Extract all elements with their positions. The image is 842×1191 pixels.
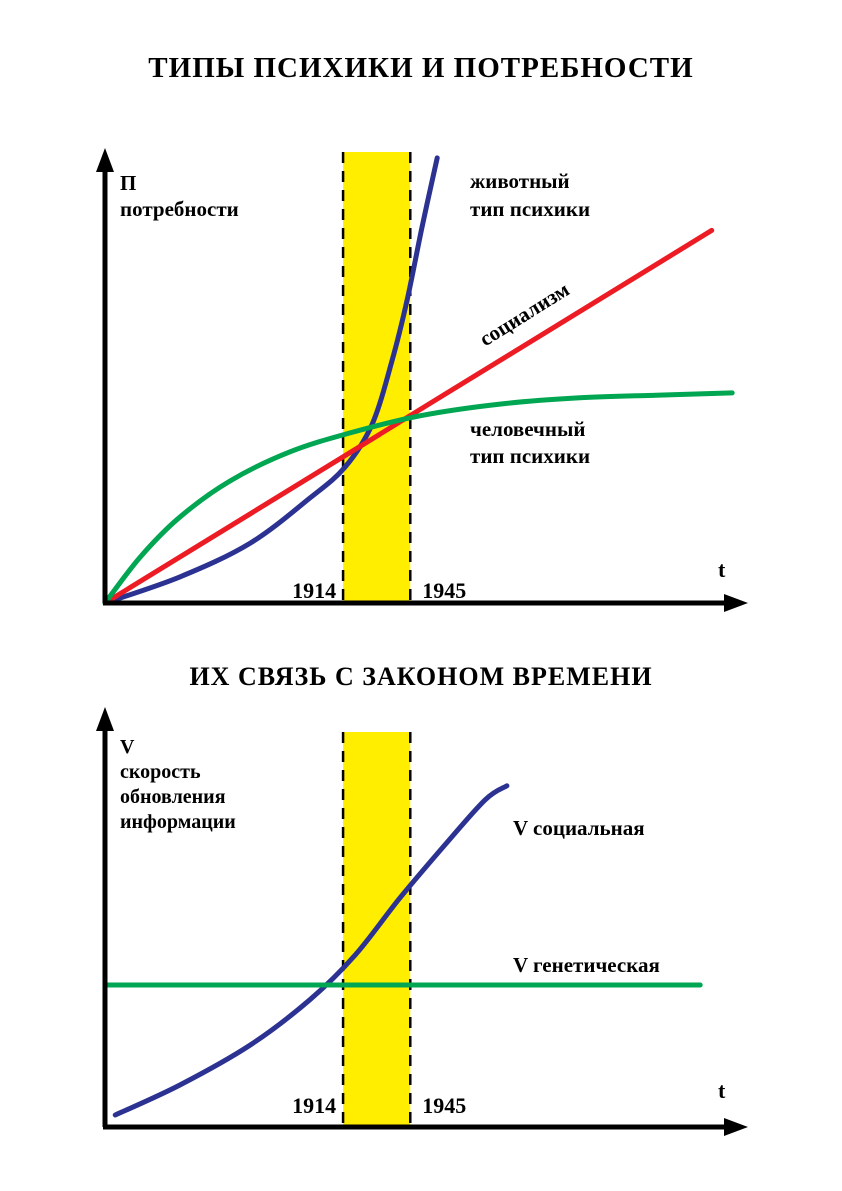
- chart1-canvas: животный тип психики социализм человечный ти…: [96, 148, 748, 612]
- y-axis-arrow-icon: [96, 148, 114, 172]
- chart1-title: ТИПЫ ПСИХИКИ И ПОТРЕБНОСТИ: [148, 52, 694, 84]
- series-line-2: [102, 390, 735, 606]
- series-label-2: человечный тип психики: [470, 417, 590, 468]
- y-axis-arrow-icon: [96, 707, 114, 731]
- x-axis-arrow-icon: [724, 1118, 748, 1136]
- x-axis-arrow-icon: [724, 594, 748, 612]
- x-tick-label-0: 1914: [292, 1093, 336, 1118]
- series-label-1: социализм: [475, 277, 573, 351]
- x-tick-label-0: 1914: [292, 578, 336, 603]
- highlight-band: [343, 152, 411, 603]
- series-label-1: V генетическая: [513, 953, 660, 977]
- x-axis-label: t: [718, 1078, 726, 1103]
- chart2-canvas: V социальная V генетическая 1914 1945 V скоро…: [96, 707, 748, 1136]
- series-label-0: животный тип психики: [470, 169, 590, 221]
- series-label-0: V социальная: [513, 816, 645, 840]
- x-tick-label-1: 1945: [422, 1093, 466, 1118]
- x-tick-label-1: 1945: [422, 578, 466, 603]
- series-line-0: [112, 783, 510, 1118]
- chart2-title: ИХ СВЯЗЬ С ЗАКОНОМ ВРЕМЕНИ: [189, 662, 653, 691]
- x-axis-label: t: [718, 557, 726, 582]
